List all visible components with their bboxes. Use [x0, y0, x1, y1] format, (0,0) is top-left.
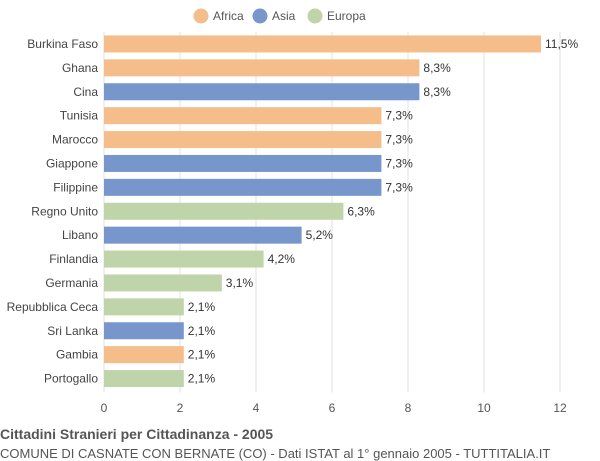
- value-label-regno-unito: 6,3%: [347, 204, 375, 218]
- category-label-burkina-faso: Burkina Faso: [27, 37, 98, 51]
- x-tick-label-4: 4: [253, 401, 260, 415]
- value-label-burkina-faso: 11,5%: [545, 37, 578, 51]
- x-tick-label-2: 2: [177, 401, 184, 415]
- x-tick-label-12: 12: [553, 401, 567, 415]
- value-label-tunisia: 7,3%: [385, 109, 413, 123]
- bar-germania: [104, 274, 222, 292]
- value-label-filippine: 7,3%: [385, 180, 413, 194]
- x-tick-label-8: 8: [405, 401, 412, 415]
- bar-repubblica-ceca: [104, 298, 184, 316]
- category-label-gambia: Gambia: [56, 348, 98, 362]
- bar-tunisia: [104, 107, 382, 125]
- x-tick-label-10: 10: [477, 401, 491, 415]
- value-label-giappone: 7,3%: [385, 156, 413, 170]
- value-label-finlandia: 4,2%: [268, 252, 296, 266]
- bar-cina: [104, 83, 420, 101]
- value-labels: 11,5% 8,3% 8,3% 7,3% 7,3% 7,3% 7,3% 6,3% 5,2% 4,2…: [188, 37, 579, 386]
- category-label-repubblica-ceca: Repubblica Ceca: [7, 300, 99, 314]
- value-label-sri-lanka: 2,1%: [188, 324, 216, 338]
- bar-chart: Africa Asia Europa Burkina Faso Ghana Cina Tu…: [7, 8, 579, 415]
- legend-swatch-africa: [193, 8, 209, 24]
- value-label-libano: 5,2%: [306, 228, 334, 242]
- legend-swatch-asia: [252, 8, 268, 24]
- legend-swatch-europa: [307, 8, 323, 24]
- category-label-sri-lanka: Sri Lanka: [47, 324, 98, 338]
- value-label-repubblica-ceca: 2,1%: [188, 300, 216, 314]
- category-label-filippine: Filippine: [53, 180, 98, 194]
- value-label-ghana: 8,3%: [423, 61, 451, 75]
- legend: Africa Asia Europa: [193, 8, 366, 24]
- bar-portogallo: [104, 370, 184, 388]
- category-label-marocco: Marocco: [52, 133, 98, 147]
- value-label-portogallo: 2,1%: [188, 372, 216, 386]
- chart-subtitle: COMUNE DI CASNATE CON BERNATE (CO) - Dat…: [0, 446, 551, 461]
- category-label-tunisia: Tunisia: [60, 109, 99, 123]
- bars: [104, 35, 541, 388]
- value-label-gambia: 2,1%: [188, 348, 216, 362]
- category-label-germania: Germania: [45, 276, 98, 290]
- bar-libano: [104, 226, 302, 244]
- bar-gambia: [104, 346, 184, 364]
- bar-ghana: [104, 59, 420, 77]
- category-labels: Burkina Faso Ghana Cina Tunisia Marocco Giapp…: [7, 37, 99, 386]
- bar-sri-lanka: [104, 322, 184, 340]
- bar-marocco: [104, 131, 382, 149]
- category-label-regno-unito: Regno Unito: [31, 204, 98, 218]
- bar-filippine: [104, 178, 382, 196]
- x-axis-ticks: 0 2 4 6 8 10 12: [101, 401, 567, 415]
- x-tick-label-0: 0: [101, 401, 108, 415]
- bar-giappone: [104, 154, 382, 172]
- value-label-germania: 3,1%: [226, 276, 254, 290]
- legend-label-europa: Europa: [327, 9, 366, 23]
- category-label-libano: Libano: [62, 228, 98, 242]
- category-label-giappone: Giappone: [46, 156, 98, 170]
- legend-label-asia: Asia: [272, 9, 296, 23]
- value-label-marocco: 7,3%: [385, 133, 413, 147]
- category-label-ghana: Ghana: [62, 61, 98, 75]
- chart-title: Cittadini Stranieri per Cittadinanza - 2…: [0, 426, 274, 442]
- bar-regno-unito: [104, 202, 344, 220]
- category-label-cina: Cina: [73, 85, 98, 99]
- bar-finlandia: [104, 250, 264, 268]
- category-label-finlandia: Finlandia: [49, 252, 98, 266]
- legend-label-africa: Africa: [213, 9, 244, 23]
- bar-burkina-faso: [104, 35, 541, 53]
- category-label-portogallo: Portogallo: [44, 372, 98, 386]
- x-tick-label-6: 6: [329, 401, 336, 415]
- value-label-cina: 8,3%: [423, 85, 451, 99]
